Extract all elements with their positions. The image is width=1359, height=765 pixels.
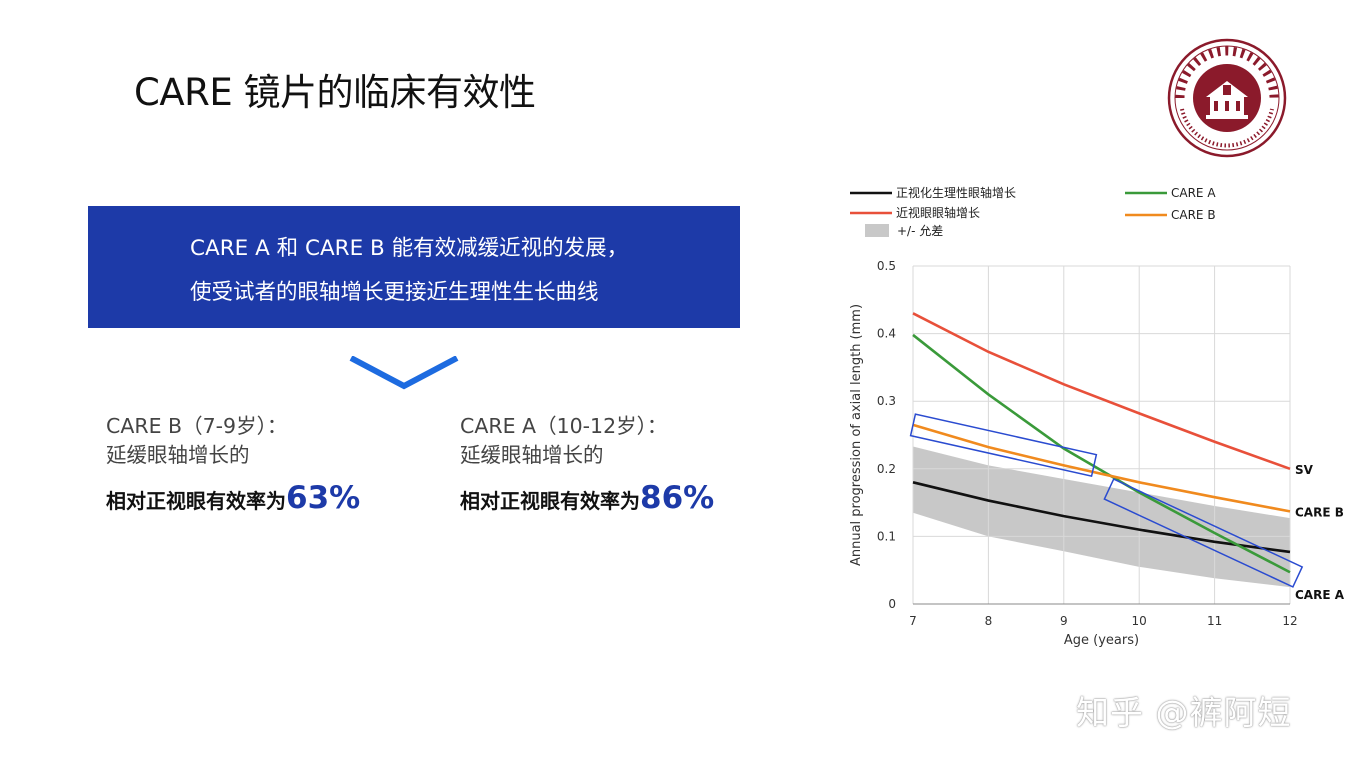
x-tick-label: 12 <box>1282 614 1297 628</box>
banner-line-2: 使受试者的眼轴增长更接近生理性生长曲线 <box>190 280 599 305</box>
legend-swatch <box>865 224 889 237</box>
end-label: CARE A <box>1295 588 1345 602</box>
series-line-care_b <box>912 423 1291 513</box>
care-b-stat: CARE B（7-9岁）： 延缓眼轴增长的 相对正视眼有效率为63% <box>106 412 360 516</box>
y-tick-label: 0.1 <box>877 529 896 543</box>
highlight-box <box>1103 478 1304 588</box>
care-a-stat-rate-label: 相对正视眼有效率为 <box>460 489 640 513</box>
legend-label: +/- 允差 <box>897 223 943 238</box>
series-line-emmetropic <box>912 481 1291 554</box>
tolerance-band <box>913 446 1290 588</box>
care-a-stat-heading: CARE A（10-12岁）： <box>460 414 668 438</box>
care-b-percentage: 63% <box>286 480 361 516</box>
slide-title: CARE 镜片的临床有效性 <box>134 71 536 114</box>
y-axis-title: Annual progression of axial length (mm) <box>849 304 864 566</box>
y-tick-label: 0.5 <box>877 259 896 273</box>
chevron-down-icon <box>349 356 459 390</box>
series-line-sv <box>912 312 1291 471</box>
university-seal-logo <box>1167 38 1287 158</box>
watermark: 知乎 @裤阿短 <box>1076 693 1292 732</box>
summary-banner: CARE A 和 CARE B 能有效减缓近视的发展， 使受试者的眼轴增长更接近… <box>88 206 740 328</box>
x-tick-label: 9 <box>1060 614 1068 628</box>
care-a-stat-rate: 相对正视眼有效率为86% <box>460 483 714 516</box>
y-tick-label: 0 <box>888 597 896 611</box>
series-line-care_a <box>912 333 1291 574</box>
legend-label: 正视化生理性眼轴增长 <box>896 185 1016 200</box>
y-tick-label: 0.4 <box>877 327 896 341</box>
care-b-stat-rate-label: 相对正视眼有效率为 <box>106 489 286 513</box>
x-tick-label: 7 <box>909 614 917 628</box>
care-a-percentage: 86% <box>640 480 715 516</box>
legend-label: 近视眼眼轴增长 <box>896 205 980 220</box>
care-b-stat-heading: CARE B（7-9岁）： <box>106 414 288 438</box>
end-label: CARE B <box>1295 505 1344 519</box>
care-b-stat-desc: 延缓眼轴增长的 <box>106 443 250 467</box>
y-tick-label: 0.2 <box>877 462 896 476</box>
x-tick-label: 11 <box>1207 614 1222 628</box>
legend-label: CARE B <box>1171 208 1216 222</box>
y-tick-label: 0.3 <box>877 394 896 408</box>
legend-label: CARE A <box>1171 186 1216 200</box>
care-a-stat: CARE A（10-12岁）： 延缓眼轴增长的 相对正视眼有效率为86% <box>460 412 714 516</box>
x-tick-label: 10 <box>1132 614 1147 628</box>
x-tick-label: 8 <box>985 614 993 628</box>
care-a-stat-desc: 延缓眼轴增长的 <box>460 443 604 467</box>
care-b-stat-rate: 相对正视眼有效率为63% <box>106 483 360 516</box>
end-label: SV <box>1295 463 1314 477</box>
banner-line-1: CARE A 和 CARE B 能有效减缓近视的发展， <box>190 236 629 261</box>
x-axis-title: Age (years) <box>1064 633 1139 648</box>
highlight-box <box>909 413 1098 478</box>
axial-length-chart: 7 8 9 10 11 12 0 0.1 0.2 0.3 0.4 0.5 SV CARE B CARE A A… <box>849 185 1345 648</box>
